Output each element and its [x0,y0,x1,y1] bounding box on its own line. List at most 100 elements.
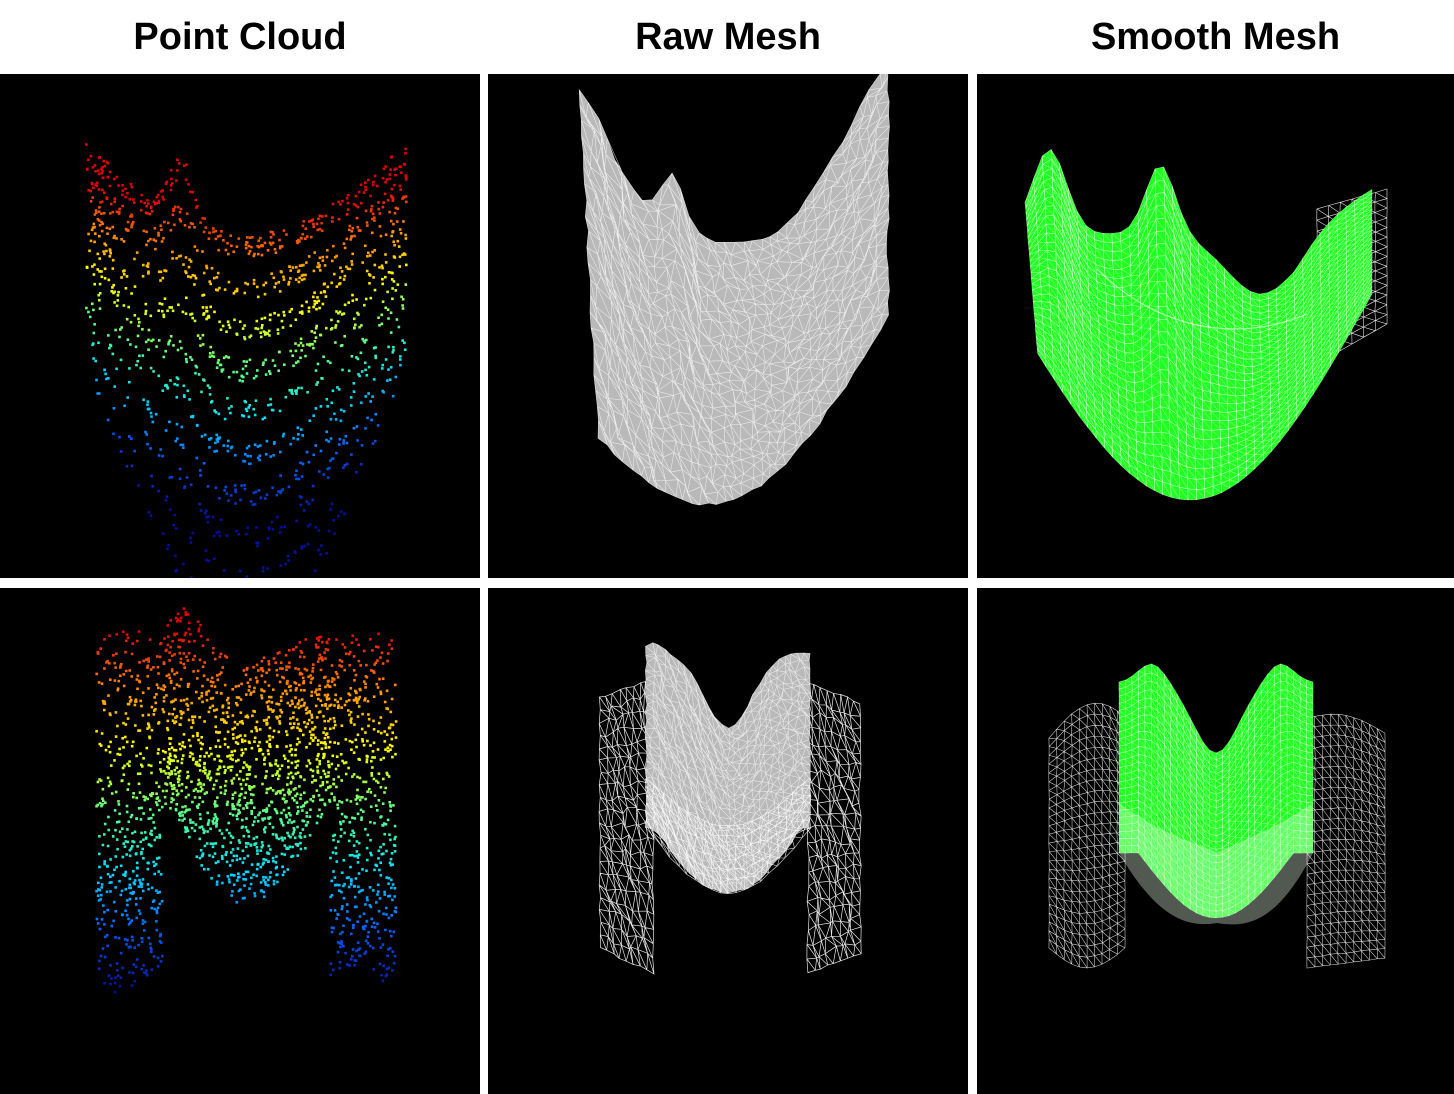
point [240,738,244,741]
point [389,809,392,812]
point [286,776,290,780]
point [152,200,156,204]
point [371,250,374,254]
point [214,842,218,845]
point [373,249,377,252]
point [287,559,290,562]
point [314,327,318,330]
point [305,800,309,804]
point [146,407,150,411]
point [194,371,197,375]
point [207,559,211,563]
point [140,200,143,203]
point [367,724,370,728]
point [325,640,329,644]
point [351,293,354,297]
point [282,824,285,827]
point [132,840,136,844]
point [317,548,320,552]
point [277,703,281,706]
point [306,722,309,726]
point [190,312,194,316]
point [325,698,329,701]
point [377,721,381,725]
point [155,683,159,686]
point [196,620,200,623]
point [177,780,180,784]
point [312,269,316,273]
point [296,759,300,763]
point [267,860,270,863]
point [372,728,376,731]
point [183,224,187,227]
point [391,731,394,734]
point [145,973,149,977]
panel-smooth-mesh-row1 [977,74,1454,578]
point [291,796,294,800]
point [312,222,315,226]
point [282,229,286,232]
point [308,344,312,347]
point [267,526,271,529]
point [216,754,219,758]
point [335,755,339,758]
point [178,645,182,649]
point [379,716,383,719]
point [217,874,221,877]
point [217,358,220,362]
point [134,700,137,703]
point [205,317,208,321]
point [108,248,112,251]
point [384,253,387,256]
point [115,865,118,869]
point [106,418,110,422]
point [173,768,177,772]
point [371,766,374,769]
point [256,327,260,331]
point [326,736,330,739]
point [370,853,373,857]
point [369,838,372,842]
point [139,752,142,755]
point [129,945,132,949]
point [253,503,257,506]
point [280,245,284,248]
point [350,229,353,233]
point [333,741,336,744]
point [376,748,380,751]
point [384,928,387,932]
point [109,875,112,879]
point [323,290,326,293]
point [107,278,111,282]
point [300,545,304,549]
point [157,722,160,725]
point [369,805,373,808]
point [379,690,383,694]
raw-mesh [644,642,812,894]
point [220,760,223,763]
point [351,954,354,958]
point [246,526,250,530]
point [368,886,372,889]
point [225,534,229,537]
point [199,785,203,789]
point [186,708,190,711]
point [365,896,369,899]
point [263,316,267,320]
point [99,779,103,782]
point [150,728,154,732]
point [169,645,172,649]
point [108,184,112,188]
point [321,255,324,259]
point [237,237,241,240]
point [325,775,328,779]
point [317,646,320,649]
point [317,752,320,756]
point [103,910,106,914]
point [112,236,116,240]
point [147,338,150,342]
point [329,909,333,912]
point [264,776,267,780]
point [387,749,390,753]
point [157,454,161,457]
